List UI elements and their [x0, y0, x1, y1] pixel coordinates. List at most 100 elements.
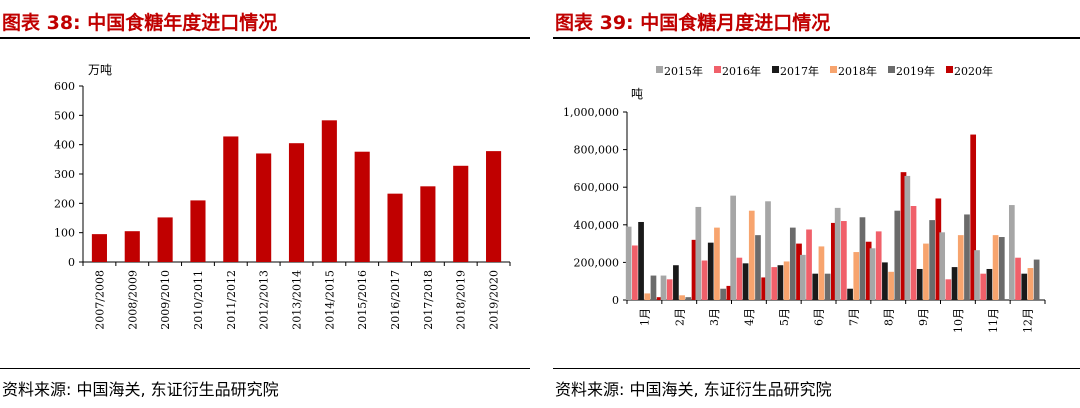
y-axis-unit-label: 吨 [631, 87, 643, 101]
legend-swatch [772, 66, 779, 73]
x-tick-label: 11月 [987, 308, 1000, 333]
bar [789, 227, 796, 300]
bar [923, 243, 929, 300]
y-tick-label: 400 [54, 139, 75, 152]
bar [765, 201, 771, 300]
x-tick-label: 1月 [638, 308, 651, 326]
bar [486, 151, 502, 262]
bar [742, 263, 749, 300]
bar [847, 288, 853, 300]
source-rule [0, 368, 530, 369]
y-tick-label: 0 [612, 294, 619, 307]
x-tick-label: 6月 [813, 308, 826, 326]
bar [625, 226, 632, 300]
bar [660, 275, 667, 300]
bar [695, 206, 702, 300]
bar [761, 277, 768, 300]
bar [799, 254, 806, 300]
bar [755, 235, 761, 300]
bar [190, 200, 206, 262]
source-rule [553, 368, 1080, 369]
y-tick-label: 1,000,000 [563, 106, 619, 119]
bar [875, 231, 882, 300]
bar [91, 234, 107, 262]
bar [945, 279, 952, 300]
bar [736, 257, 743, 300]
bar [650, 275, 657, 300]
y-axis-unit-label: 万吨 [88, 63, 112, 77]
x-tick-label: 2007/2008 [93, 270, 106, 330]
x-tick-label: 7月 [847, 308, 860, 326]
x-tick-label: 8月 [882, 308, 895, 326]
monthly-chart-title: 图表 39: 中国食糖月度进口情况 [555, 12, 831, 34]
bar [1033, 259, 1040, 300]
bar [673, 265, 679, 300]
bar [853, 252, 860, 300]
bar [701, 260, 708, 300]
x-tick-label: 2019/2020 [488, 270, 501, 330]
bar [859, 217, 866, 300]
x-tick-label: 2013/2014 [291, 270, 304, 330]
bar [910, 206, 917, 300]
y-tick-label: 100 [54, 227, 75, 240]
y-tick-label: 300 [54, 168, 75, 181]
x-tick-label: 2月 [673, 308, 686, 326]
y-tick-label: 0 [68, 256, 75, 269]
bar [720, 288, 726, 300]
x-tick-label: 2008/2009 [126, 270, 139, 330]
legend-label: 2015年 [664, 64, 703, 78]
legend-swatch [714, 66, 721, 73]
bar [644, 293, 651, 300]
bar [824, 273, 831, 300]
legend-swatch [946, 66, 953, 73]
bar [157, 217, 173, 262]
bar [869, 248, 876, 300]
y-tick-label: 400,000 [574, 219, 620, 232]
annual-bar-chart: 万吨 0 100 200 300 400 500 600 2007/2008 2008/2009 2… [54, 63, 511, 330]
bar [939, 232, 946, 300]
bar [1015, 257, 1021, 300]
bar [882, 262, 888, 300]
bar [354, 151, 370, 262]
bar [1021, 273, 1028, 300]
bar [748, 210, 755, 300]
annual-chart-title: 图表 38: 中国食糖年度进口情况 [2, 12, 278, 34]
bar [685, 297, 692, 300]
bar [714, 227, 720, 300]
bar [771, 267, 778, 300]
bar [730, 195, 737, 300]
legend-label: 2018年 [838, 64, 877, 78]
bar [223, 136, 239, 262]
x-tick-label: 2016/2017 [389, 270, 402, 330]
title-rule [0, 37, 530, 39]
bar [888, 271, 894, 300]
monthly-import-panel: 图表 39: 中国食糖月度进口情况 2015年 2016年 2017年 2018年 20… [553, 0, 1080, 408]
bar [904, 175, 911, 300]
legend-label: 2019年 [896, 64, 935, 78]
bar [900, 172, 907, 300]
x-tick-label: 2017/2018 [422, 270, 435, 330]
bar [632, 245, 638, 300]
x-tick-label: 2015/2016 [356, 270, 369, 330]
x-tick-label: 12月 [1022, 308, 1035, 333]
x-tick-label: 2011/2012 [225, 270, 238, 330]
bar [656, 297, 663, 300]
x-tick-label: 2014/2015 [323, 270, 336, 330]
y-tick-label: 800,000 [574, 144, 620, 157]
bar [992, 235, 999, 300]
bar [691, 239, 698, 300]
x-tick-label: 9月 [917, 308, 930, 326]
legend-label: 2020年 [954, 64, 993, 78]
bar [124, 231, 140, 262]
bar [986, 268, 993, 300]
bar [1027, 268, 1034, 300]
bar [998, 237, 1005, 300]
bar [974, 250, 980, 300]
legend-swatch [656, 66, 663, 73]
x-tick-label: 10月 [952, 308, 965, 333]
bar [783, 261, 790, 300]
annual-source-note: 资料来源: 中国海关, 东证衍生品研究院 [2, 380, 279, 399]
y-tick-label: 200,000 [574, 256, 620, 269]
title-rule [553, 37, 1080, 39]
